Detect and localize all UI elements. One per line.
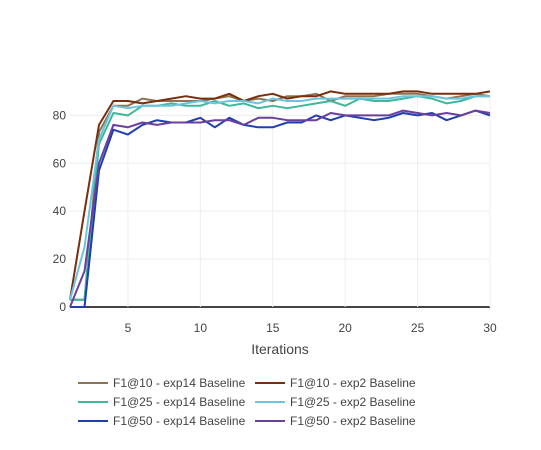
legend-item[interactable]: F1@10 - exp14 Baseline: [78, 376, 246, 390]
x-tick-label: 10: [194, 321, 208, 335]
y-tick-label: 60: [53, 156, 67, 170]
legend-label: F1@50 - exp2 Baseline: [290, 414, 416, 428]
legend-item[interactable]: F1@50 - exp14 Baseline: [78, 414, 246, 428]
series-line-1: [70, 92, 491, 301]
series-line-3: [70, 95, 490, 301]
x-tick-label: 5: [125, 321, 132, 335]
legend-item[interactable]: F1@25 - exp14 Baseline: [78, 395, 246, 409]
legend-item[interactable]: F1@50 - exp2 Baseline: [255, 414, 416, 428]
y-tick-label: 20: [53, 252, 67, 266]
axes: 0 20 40 60 80 5 10 15 20 25 30: [53, 108, 497, 335]
x-tick-label: 25: [411, 321, 425, 335]
x-tick-label: 15: [266, 321, 280, 335]
legend-label: F1@50 - exp14 Baseline: [113, 414, 246, 428]
legend-label: F1@10 - exp14 Baseline: [113, 376, 246, 390]
legend-item[interactable]: F1@25 - exp2 Baseline: [255, 395, 416, 409]
x-tick-label: 20: [338, 321, 352, 335]
legend[interactable]: F1@10 - exp14 Baseline F1@10 - exp2 Basel…: [78, 376, 416, 428]
series-line-6: [69, 109, 491, 308]
series-line-4: [69, 95, 490, 301]
series-line-5: [70, 109, 491, 308]
legend-label: F1@10 - exp2 Baseline: [290, 376, 416, 390]
x-axis-title: Iterations: [251, 341, 309, 357]
y-tick-label: 80: [53, 108, 67, 122]
series-line-2: [69, 90, 491, 300]
legend-label: F1@25 - exp2 Baseline: [290, 395, 416, 409]
series-group: [69, 90, 491, 308]
grid: [70, 95, 491, 308]
y-tick-label: 40: [53, 204, 67, 218]
y-tick-label: 0: [59, 300, 66, 314]
legend-label: F1@25 - exp14 Baseline: [113, 395, 246, 409]
x-tick-label: 30: [483, 321, 497, 335]
legend-item[interactable]: F1@10 - exp2 Baseline: [255, 376, 416, 390]
